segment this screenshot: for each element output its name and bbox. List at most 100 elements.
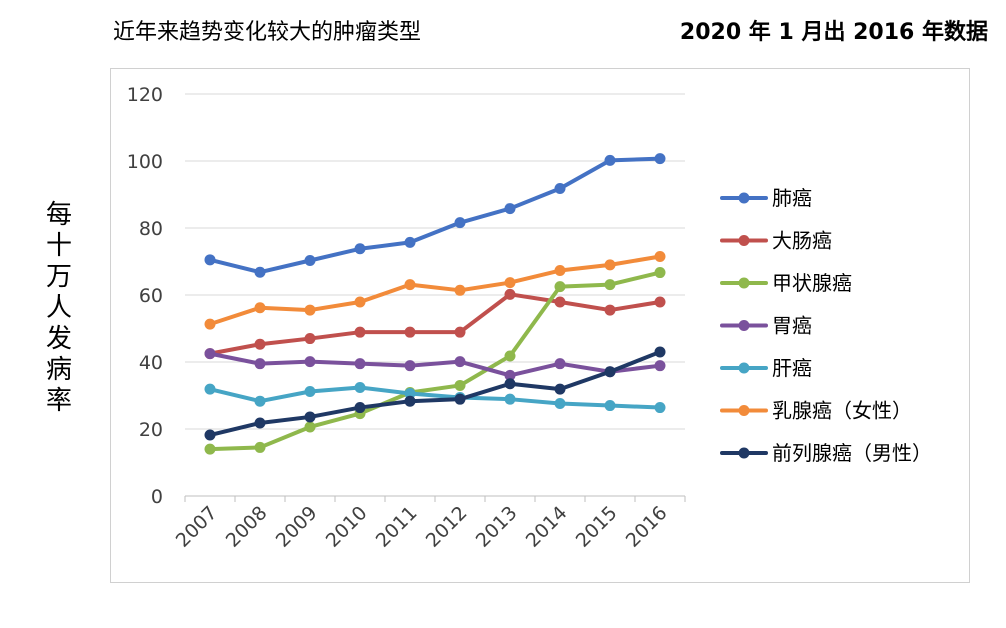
y-tick-label: 20 — [139, 419, 163, 441]
data-point — [654, 153, 666, 165]
y-tick-label: 40 — [139, 352, 163, 374]
data-point — [254, 338, 266, 350]
data-point — [504, 393, 516, 405]
data-date-note: 2020 年 1 月出 2016 年数据 — [679, 20, 988, 45]
data-point — [404, 326, 416, 338]
data-point — [654, 346, 666, 358]
data-point — [254, 302, 266, 314]
data-point — [354, 402, 366, 414]
x-tick-label: 2014 — [522, 502, 572, 552]
chart-frame — [110, 68, 970, 583]
legend-marker — [738, 235, 750, 246]
data-point — [604, 259, 616, 271]
data-point — [454, 356, 466, 368]
x-tick-label: 2013 — [472, 502, 522, 552]
data-point — [654, 250, 666, 262]
data-point — [254, 266, 266, 278]
data-point — [354, 326, 366, 338]
x-tick-label: 2011 — [372, 502, 422, 552]
data-point — [654, 402, 666, 414]
data-point — [654, 360, 666, 372]
y-tick-label: 80 — [139, 218, 163, 240]
data-point — [604, 154, 616, 166]
data-point — [204, 254, 216, 266]
chart-title: 近年来趋势变化较大的肿瘤类型 — [113, 20, 422, 45]
x-tick-label: 2012 — [422, 502, 472, 552]
data-point — [554, 265, 566, 277]
legend-marker — [738, 447, 750, 459]
data-point — [354, 243, 366, 255]
data-point — [554, 358, 566, 370]
data-point — [554, 383, 566, 395]
data-point — [304, 411, 316, 423]
series-line — [208, 349, 662, 438]
legend-marker — [738, 192, 750, 204]
data-point — [254, 441, 266, 453]
x-tick-label: 2016 — [622, 502, 672, 552]
data-point — [404, 387, 416, 399]
data-point — [404, 279, 416, 291]
legend-marker — [738, 405, 750, 416]
x-tick-label: 2015 — [572, 502, 622, 552]
data-point — [604, 304, 616, 316]
data-point — [404, 236, 416, 248]
data-point — [204, 318, 216, 330]
y-axis-label: 每十万人发病率 — [45, 200, 72, 416]
data-point — [304, 304, 316, 316]
data-point — [304, 356, 316, 368]
data-point — [304, 333, 316, 345]
data-point — [454, 326, 466, 338]
data-point — [354, 296, 366, 308]
data-point — [204, 443, 216, 455]
data-point — [504, 288, 516, 300]
data-point — [454, 379, 466, 391]
y-tick-label: 120 — [127, 84, 163, 106]
legend-label: 前列腺癌（男性） — [772, 441, 932, 465]
x-tick-label: 2007 — [172, 502, 222, 552]
series-line — [208, 156, 662, 275]
data-point — [654, 267, 666, 279]
data-point — [554, 296, 566, 308]
data-point — [504, 277, 516, 289]
data-point — [454, 284, 466, 296]
series-line — [208, 254, 662, 327]
y-tick-label: 0 — [151, 486, 163, 508]
legend-label: 乳腺癌（女性） — [772, 399, 912, 423]
legend-label: 肺癌 — [772, 186, 812, 210]
data-point — [204, 429, 216, 441]
data-point — [354, 358, 366, 370]
legend-label: 大肠癌 — [772, 229, 832, 253]
legend-marker — [738, 320, 750, 331]
data-point — [254, 358, 266, 370]
data-point — [354, 381, 366, 393]
data-point — [504, 203, 516, 215]
legend-label: 肝癌 — [772, 356, 812, 380]
data-point — [604, 400, 616, 412]
data-point — [504, 378, 516, 390]
data-point — [554, 281, 566, 293]
y-tick-label: 100 — [127, 151, 163, 173]
data-point — [304, 385, 316, 397]
data-point — [304, 421, 316, 433]
data-point — [254, 417, 266, 429]
data-point — [554, 398, 566, 410]
data-point — [254, 395, 266, 407]
data-point — [304, 254, 316, 266]
data-point — [454, 217, 466, 229]
x-tick-label: 2009 — [272, 502, 322, 552]
data-point — [504, 350, 516, 362]
series-line — [208, 270, 662, 452]
data-point — [604, 366, 616, 378]
legend-label: 甲状腺癌 — [772, 271, 852, 295]
x-tick-label: 2010 — [322, 502, 372, 552]
data-point — [454, 393, 466, 405]
data-point — [504, 369, 516, 381]
data-point — [604, 279, 616, 291]
data-point — [204, 383, 216, 395]
series-line — [208, 351, 662, 378]
series-line — [208, 292, 662, 356]
y-tick-label: 60 — [139, 285, 163, 307]
legend-marker — [738, 362, 750, 374]
data-point — [404, 360, 416, 372]
